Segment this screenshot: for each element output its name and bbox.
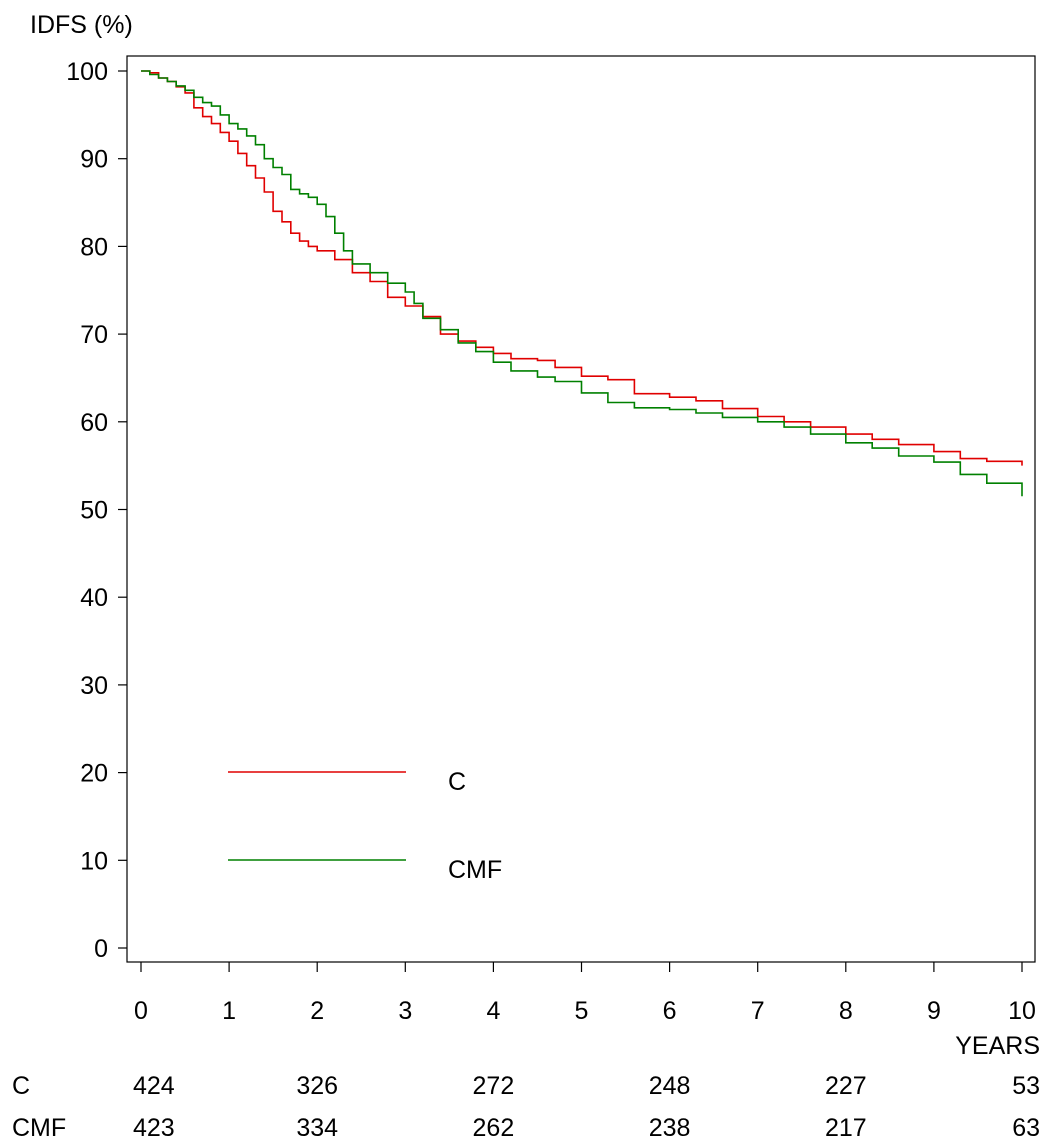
risk-value-cmf-6: 238 (649, 1114, 691, 1142)
y-tick-label-80: 80 (80, 233, 108, 261)
y-tick-label-40: 40 (80, 584, 108, 612)
y-axis: 0 10 20 30 40 50 60 70 80 90 100 (66, 58, 127, 963)
risk-value-cmf-2: 334 (296, 1114, 338, 1142)
risk-value-cmf-4: 262 (473, 1114, 515, 1142)
risk-value-cmf-0: 423 (133, 1114, 175, 1142)
legend-label-cmf: CMF (448, 856, 502, 884)
x-tick-label-3: 3 (398, 997, 412, 1025)
x-tick-label-9: 9 (927, 997, 941, 1025)
x-axis: 0 1 2 3 4 5 6 7 8 9 10 (134, 962, 1036, 1025)
risk-table: C 424 326 272 248 227 53 CMF 423 334 262 238 217 63 (12, 1072, 1040, 1142)
risk-value-cmf-8: 217 (825, 1114, 867, 1142)
risk-value-cmf-10: 63 (1012, 1114, 1040, 1142)
y-tick-label-10: 10 (80, 847, 108, 875)
y-tick-label-70: 70 (80, 321, 108, 349)
risk-row-label-cmf: CMF (12, 1114, 66, 1142)
x-tick-label-4: 4 (486, 997, 500, 1025)
x-tick-label-7: 7 (751, 997, 765, 1025)
plot-frame (126, 55, 1036, 963)
risk-row-label-c: C (12, 1072, 30, 1100)
x-tick-label-0: 0 (134, 997, 148, 1025)
risk-value-c-2: 326 (296, 1072, 338, 1100)
y-tick-label-0: 0 (94, 935, 108, 963)
legend: C CMF (228, 768, 502, 884)
x-tick-label-5: 5 (575, 997, 589, 1025)
y-tick-label-50: 50 (80, 497, 108, 525)
x-tick-label-1: 1 (222, 997, 236, 1025)
x-tick-label-6: 6 (663, 997, 677, 1025)
series-group (141, 70, 1023, 497)
series-line-c (141, 70, 1023, 466)
risk-value-c-10: 53 (1012, 1072, 1040, 1100)
risk-value-c-4: 272 (473, 1072, 515, 1100)
x-axis-label: YEARS (955, 1032, 1040, 1060)
risk-value-c-6: 248 (649, 1072, 691, 1100)
x-tick-label-8: 8 (839, 997, 853, 1025)
risk-value-c-0: 424 (133, 1072, 175, 1100)
x-tick-label-10: 10 (1008, 997, 1036, 1025)
y-tick-label-20: 20 (80, 760, 108, 788)
y-tick-label-30: 30 (80, 672, 108, 700)
risk-value-c-8: 227 (825, 1072, 867, 1100)
y-tick-label-60: 60 (80, 409, 108, 437)
legend-label-c: C (448, 768, 466, 796)
y-tick-label-100: 100 (66, 58, 108, 86)
series-line-cmf (141, 70, 1023, 497)
y-tick-label-90: 90 (80, 146, 108, 174)
y-axis-label: IDFS (%) (30, 11, 133, 39)
x-tick-label-2: 2 (310, 997, 324, 1025)
